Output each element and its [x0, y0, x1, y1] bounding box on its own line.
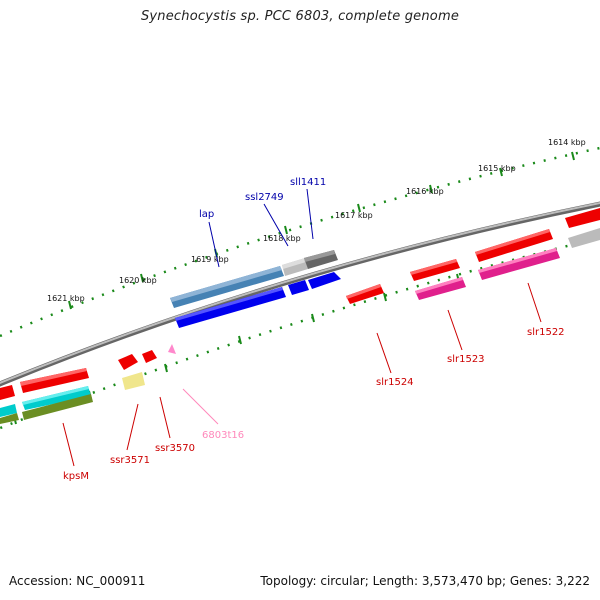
gene-magenta[interactable]: [415, 248, 560, 300]
tick-label: 1614 kbp: [548, 138, 586, 147]
leader-line: [62, 422, 75, 467]
tick-label: 1619 kbp: [191, 255, 229, 264]
leader-line: [527, 282, 542, 323]
leader-line: [306, 188, 314, 240]
leader-line: [126, 403, 139, 451]
chromosome-backbone: [0, 201, 600, 387]
inner-ruler-major-tick: [383, 292, 387, 302]
gene-label-ssr3570[interactable]: ssr3570: [155, 443, 195, 454]
outer-ruler-major-tick: [499, 167, 503, 177]
page-title: Synechocystis sp. PCC 6803, complete gen…: [140, 9, 460, 24]
tick-label: 1615 kbp: [478, 164, 516, 173]
inner-ruler-major-tick: [164, 363, 168, 373]
tick-label: 1620 kbp: [119, 276, 157, 285]
gene-label-slr1524[interactable]: slr1524: [376, 377, 414, 388]
outer-ruler-major-tick: [284, 225, 288, 235]
leader-line: [182, 388, 219, 425]
gene-olive-left[interactable]: [0, 394, 93, 424]
gene-sll1411[interactable]: [304, 250, 338, 269]
outer-ruler-major-tick: [571, 151, 575, 161]
leader-line: [263, 203, 289, 247]
label-group: lap ssl2749 sll1411 slr1522 slr1523 slr1…: [62, 177, 565, 482]
gene-label-kpsM[interactable]: kpsM: [63, 471, 89, 482]
gene-label-sll1411[interactable]: sll1411: [290, 177, 326, 188]
gene-blue-long[interactable]: [175, 272, 341, 328]
outer-ruler-major-tick: [357, 203, 361, 213]
genome-summary-text: Topology: circular; Length: 3,573,470 bp…: [260, 574, 590, 588]
gene-gray-right[interactable]: [568, 228, 600, 248]
outer-ruler-major-tick: [140, 273, 144, 283]
gene-ssl2749[interactable]: [282, 258, 308, 276]
chromosome-backbone-highlight: [0, 202, 600, 384]
inner-ruler-major-tick: [311, 313, 315, 323]
gene-label-slr1522[interactable]: slr1522: [527, 327, 565, 338]
gene-lap[interactable]: [170, 266, 284, 308]
gene-label-6803t16[interactable]: 6803t16: [202, 430, 244, 441]
outer-ruler-major-tick: [429, 184, 433, 194]
inner-ruler-major-tick: [238, 335, 242, 345]
gene-red-small[interactable]: [118, 350, 157, 370]
gene-label-ssl2749[interactable]: ssl2749: [245, 192, 284, 203]
leader-line: [208, 221, 220, 268]
accession-text: Accession: NC_000911: [9, 574, 146, 588]
gene-red-forward[interactable]: [346, 208, 600, 304]
tick-label: 1617 kbp: [335, 211, 373, 220]
gene-khaki[interactable]: [122, 372, 145, 390]
gene-label-lap[interactable]: lap: [199, 209, 214, 220]
leader-line: [447, 309, 463, 351]
gene-red-left[interactable]: [0, 368, 89, 400]
leader-line: [159, 396, 171, 439]
outer-ruler: 1614 kbp 1615 kbp 1616 kbp 1617 kbp 1618…: [0, 138, 600, 338]
gene-pink[interactable]: [168, 344, 176, 354]
tick-label: 1618 kbp: [263, 234, 301, 243]
tick-label: 1621 kbp: [47, 294, 85, 303]
gene-label-ssr3571[interactable]: ssr3571: [110, 455, 150, 466]
gene-label-slr1523[interactable]: slr1523: [447, 354, 485, 365]
outer-ruler-dots: [0, 146, 600, 338]
gene-cyan-left[interactable]: [0, 386, 91, 417]
tick-label: 1616 kbp: [406, 187, 444, 196]
outer-ruler-major-tick: [68, 300, 72, 310]
leader-line: [376, 332, 392, 374]
